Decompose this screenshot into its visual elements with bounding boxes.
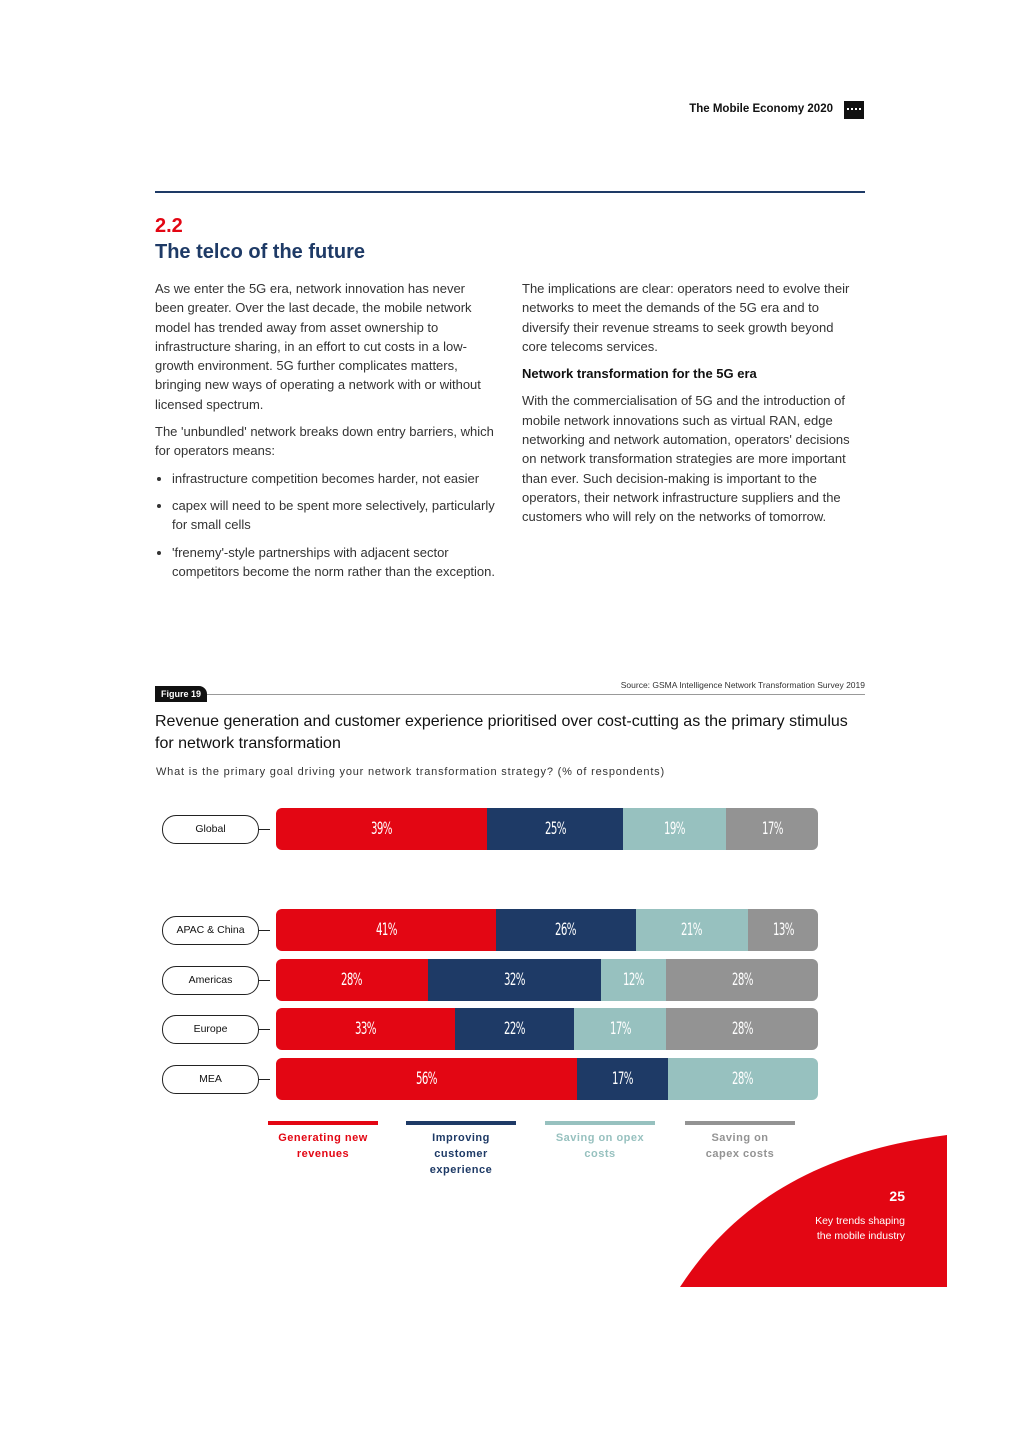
- list-item: infrastructure competition becomes harde…: [172, 469, 495, 488]
- legend-item: Saving on capex costs: [685, 1121, 795, 1162]
- data-label: 41%: [375, 920, 397, 940]
- bar-segment: 28%: [666, 1008, 818, 1050]
- category-label: APAC & China: [162, 916, 259, 945]
- bar-segment: 17%: [574, 1008, 667, 1050]
- chart-subtitle: What is the primary goal driving your ne…: [156, 766, 665, 778]
- category-connector: [258, 930, 270, 931]
- data-label: 39%: [371, 819, 393, 839]
- legend-label: Improving customer experience: [429, 1132, 493, 1176]
- header-title: The Mobile Economy 2020: [689, 103, 833, 115]
- legend-label: Saving on opex costs: [555, 1132, 645, 1160]
- data-label: 25%: [544, 819, 566, 839]
- stacked-bar: 39% 25% 19% 17%: [276, 808, 818, 850]
- bar-segment: 32%: [427, 959, 602, 1001]
- section-number: 2.2: [155, 215, 183, 237]
- bar-segment: 41%: [276, 909, 497, 951]
- bar-segment: 17%: [725, 808, 818, 850]
- data-label: 12%: [623, 970, 645, 990]
- category-label: MEA: [162, 1065, 259, 1094]
- legend-item: Improving customer experience: [406, 1121, 516, 1178]
- stacked-bar: 56% 17% 28%: [276, 1058, 818, 1100]
- category-connector: [258, 829, 270, 830]
- data-label: 26%: [555, 920, 577, 940]
- stacked-bar: 41% 26% 21% 13%: [276, 909, 818, 951]
- category-label: Americas: [162, 966, 259, 995]
- figure-source: Source: GSMA Intelligence Network Transf…: [620, 680, 865, 690]
- category-label: Global: [162, 815, 259, 844]
- left-column: As we enter the 5G era, network innovati…: [155, 279, 495, 589]
- bullet-list: infrastructure competition becomes harde…: [155, 469, 495, 581]
- data-label: 28%: [731, 1019, 753, 1039]
- data-label: 17%: [611, 1069, 633, 1089]
- data-label: 32%: [504, 970, 525, 990]
- page-section-line: the mobile industry: [816, 1230, 905, 1242]
- legend-label: Saving on capex costs: [705, 1132, 775, 1160]
- paragraph: The 'unbundled' network breaks down entr…: [155, 424, 494, 459]
- bar-segment: 13%: [748, 909, 818, 951]
- bar-segment: 28%: [666, 959, 818, 1001]
- right-column: The implications are clear: operators ne…: [522, 279, 862, 535]
- bar-segment: 21%: [635, 909, 749, 951]
- data-label: 28%: [732, 1069, 754, 1089]
- category-connector: [258, 1029, 270, 1030]
- page-section-line: Key trends shaping: [815, 1215, 905, 1227]
- category-connector: [258, 980, 270, 981]
- bar-segment: 12%: [601, 959, 667, 1001]
- header-divider: [155, 191, 865, 193]
- paragraph: With the commercialisation of 5G and the…: [522, 393, 850, 525]
- bar-segment: 28%: [667, 1058, 818, 1100]
- data-label: 22%: [504, 1019, 525, 1039]
- data-label: 33%: [354, 1019, 376, 1039]
- figure-badge: Figure 19: [155, 686, 208, 702]
- data-label: 21%: [681, 920, 703, 940]
- bar-segment: 19%: [622, 808, 726, 850]
- stacked-bar: 28% 32% 12% 28%: [276, 959, 818, 1001]
- stacked-bar: 33% 22% 17% 28%: [276, 1008, 818, 1050]
- page-number: 25: [889, 1188, 905, 1204]
- legend-swatch: [268, 1121, 378, 1125]
- legend-swatch: [685, 1121, 795, 1125]
- bar-segment: 26%: [496, 909, 636, 951]
- bar-segment: 25%: [487, 808, 623, 850]
- bar-segment: 33%: [276, 1008, 455, 1050]
- report-logo-icon: [844, 101, 864, 119]
- category-label: Europe: [162, 1015, 259, 1044]
- bar-segment: 17%: [576, 1058, 668, 1100]
- subheading: Network transformation for the 5G era: [522, 366, 757, 382]
- data-label: 19%: [663, 819, 685, 839]
- legend-label: Generating new revenues: [278, 1132, 368, 1160]
- legend-item: Generating new revenues: [268, 1121, 378, 1162]
- list-item: 'frenemy'-style partnerships with adjace…: [172, 543, 495, 582]
- figure-divider: [155, 694, 865, 695]
- page-section-label: Key trends shaping the mobile industry: [765, 1214, 905, 1244]
- data-label: 17%: [761, 819, 783, 839]
- bar-segment: 39%: [276, 808, 488, 850]
- chart-title: Revenue generation and customer experien…: [155, 713, 848, 752]
- bar-segment: 28%: [276, 959, 428, 1001]
- paragraph: The implications are clear: operators ne…: [522, 281, 850, 354]
- category-connector: [258, 1079, 270, 1080]
- bar-segment: 56%: [276, 1058, 577, 1100]
- data-label: 28%: [341, 970, 363, 990]
- data-label: 17%: [609, 1019, 631, 1039]
- legend-item: Saving on opex costs: [545, 1121, 655, 1162]
- data-label: 56%: [415, 1069, 437, 1089]
- legend-swatch: [406, 1121, 516, 1125]
- data-label: 28%: [731, 970, 753, 990]
- paragraph: As we enter the 5G era, network innovati…: [155, 281, 481, 412]
- legend-swatch: [545, 1121, 655, 1125]
- page-corner-decoration: [680, 1135, 947, 1287]
- list-item: capex will need to be spent more selecti…: [172, 496, 495, 535]
- section-title: The telco of the future: [155, 241, 365, 263]
- bar-segment: 22%: [454, 1008, 575, 1050]
- data-label: 13%: [772, 920, 794, 940]
